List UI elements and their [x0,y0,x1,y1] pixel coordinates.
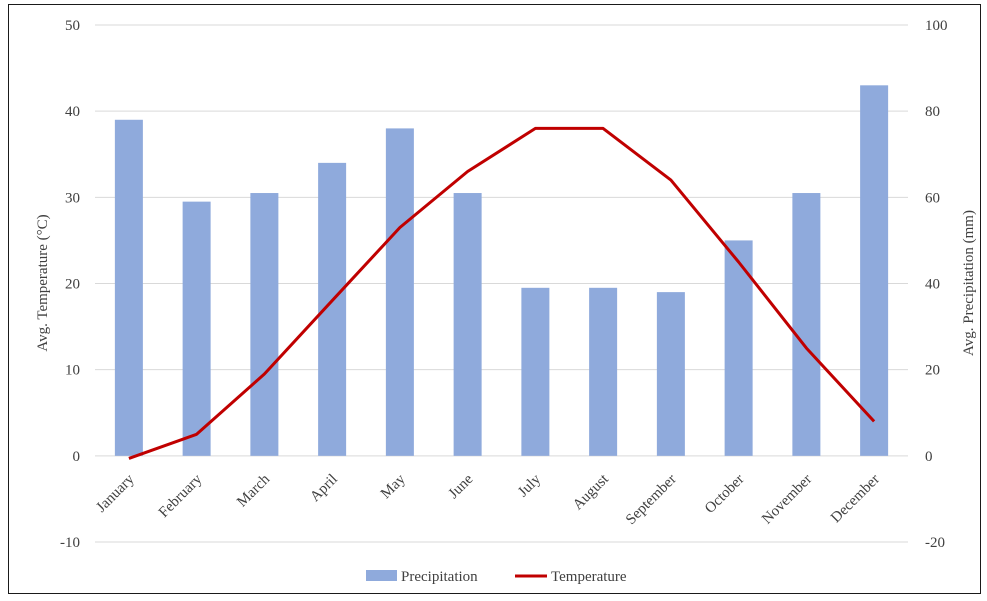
precipitation-bar [860,85,889,456]
right-tick-label: 60 [925,190,940,206]
right-tick-label: 20 [925,363,940,379]
x-tick-label: July [515,471,544,500]
precipitation-bar [114,119,143,456]
temperature-line-group [128,126,876,460]
right-tick-label: 0 [925,449,933,465]
precipitation-bar [724,240,753,456]
precipitation-bar [521,287,550,456]
left-tick-label: 20 [65,277,80,293]
right-tick-label: 80 [925,104,940,120]
legend-precipitation-label: Precipitation [401,569,478,585]
legend-precipitation-swatch [366,570,397,581]
left-tick-label: 50 [65,18,80,34]
x-tick-label: February [156,471,206,521]
left-tick-label: 40 [65,104,80,120]
precipitation-bar [656,292,685,456]
precipitation-bar [453,193,482,456]
x-tick-label: November [759,471,815,527]
temperature-line [128,126,876,460]
left-axis-title: Avg. Temperature (°C) [35,214,51,351]
x-tick-label: April [307,471,341,505]
left-axis-ticks: -10 0 10 20 30 40 50 [60,18,80,551]
right-tick-label: 40 [925,277,940,293]
x-tick-label: December [828,471,883,526]
x-tick-label: September [623,471,680,528]
left-tick-label: 30 [65,190,80,206]
gridlines [95,24,908,543]
legend: Precipitation Temperature [366,569,627,585]
left-tick-label: 0 [73,449,81,465]
precipitation-bars [114,85,889,456]
x-tick-label: October [702,471,747,516]
x-tick-label: March [234,471,273,510]
precipitation-bar [589,287,618,456]
x-tick-label: August [570,471,613,514]
right-tick-label: -20 [925,535,945,551]
left-tick-label: -10 [60,535,80,551]
precipitation-bar [385,128,414,456]
right-axis-ticks: -20 0 20 40 60 80 100 [925,18,948,551]
precipitation-bar [182,201,211,456]
x-tick-label: June [446,471,477,502]
x-tick-label: May [378,471,409,502]
right-tick-label: 100 [925,18,948,34]
x-axis-ticks: January February March April May June July Augu… [93,471,883,528]
x-tick-label: January [93,471,138,516]
legend-temperature-label: Temperature [551,569,627,585]
right-axis-title: Avg. Precipitation (mm) [961,210,977,356]
precipitation-bar [792,193,821,456]
precipitation-bar [250,193,279,456]
left-tick-label: 10 [65,363,80,379]
